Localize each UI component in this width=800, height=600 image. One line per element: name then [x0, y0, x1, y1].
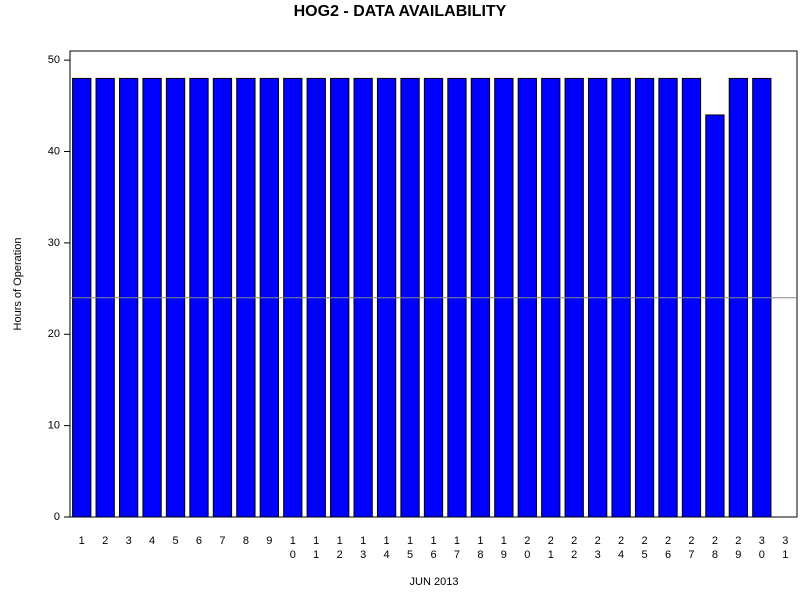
y-tick-label: 30	[48, 237, 60, 249]
x-tick-label: 4	[149, 535, 155, 547]
x-tick-label: 7	[219, 535, 225, 547]
x-tick-label: 9	[266, 535, 272, 547]
x-tick-label: 8	[243, 535, 249, 547]
y-tick-label: 50	[48, 54, 60, 66]
y-axis-label: Hours of Operation	[12, 238, 24, 331]
y-tick-label: 40	[48, 145, 60, 157]
x-tick-label: 6	[196, 535, 202, 547]
y-tick-label: 20	[48, 328, 60, 340]
x-tick-label: 5	[172, 535, 178, 547]
y-tick-label: 0	[54, 511, 60, 523]
x-axis-label: JUN 2013	[410, 576, 459, 588]
bar	[705, 114, 725, 518]
x-tick-label: 1	[79, 535, 85, 547]
x-tick-label: 3	[126, 535, 132, 547]
chart-title: HOG2 - DATA AVAILABILITY	[294, 3, 507, 20]
x-tick-label: 2	[102, 535, 108, 547]
y-tick-label: 10	[48, 420, 60, 432]
